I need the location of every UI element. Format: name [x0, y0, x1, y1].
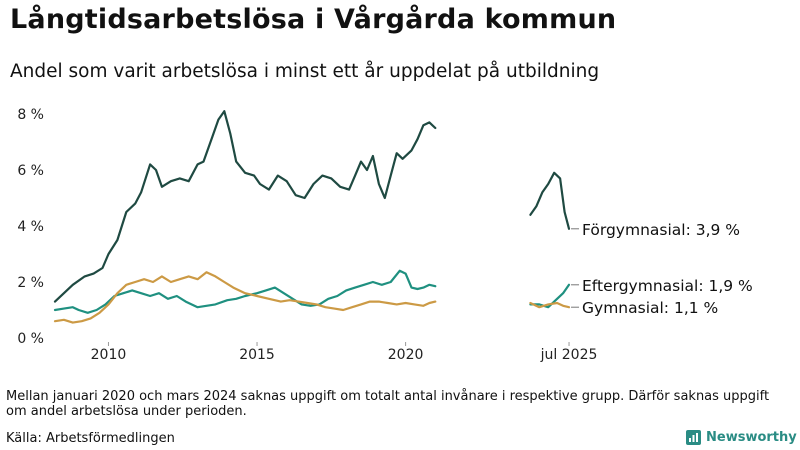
- brand-logo: Newsworthy: [686, 430, 797, 445]
- series-end-label: Förgymnasial: 3,9 %: [582, 221, 740, 239]
- series-line-förgymnasial: [529, 171, 571, 230]
- series-line-förgymnasial: [53, 110, 437, 303]
- chart-subtitle: Andel som varit arbetslösa i minst ett å…: [10, 61, 600, 82]
- series-end-label: Eftergymnasial: 1,9 %: [582, 277, 753, 295]
- y-tick-label: 2 %: [17, 275, 44, 291]
- series-line-gymnasial: [53, 271, 437, 324]
- chart-title: Långtidsarbetslösa i Vårgårda kommun: [10, 4, 617, 35]
- series-line-gymnasial: [529, 301, 571, 309]
- y-tick-label: 6 %: [17, 163, 44, 179]
- y-tick-label: 0 %: [17, 331, 44, 347]
- x-tick-label: 2010: [91, 347, 127, 363]
- bar-chart-icon: [686, 430, 701, 445]
- source-text: Källa: Arbetsförmedlingen: [6, 431, 175, 446]
- y-tick-label: 4 %: [17, 219, 44, 235]
- series-end-label: Gymnasial: 1,1 %: [582, 299, 718, 317]
- series-line-eftergymnasial: [53, 269, 437, 314]
- x-tick-label: jul 2025: [540, 347, 598, 363]
- brand-name: Newsworthy: [706, 430, 797, 445]
- x-tick-label: 2020: [388, 347, 424, 363]
- y-tick-label: 8 %: [17, 107, 44, 123]
- x-tick-label: 2015: [239, 347, 275, 363]
- footnote: Mellan januari 2020 och mars 2024 saknas…: [6, 389, 770, 419]
